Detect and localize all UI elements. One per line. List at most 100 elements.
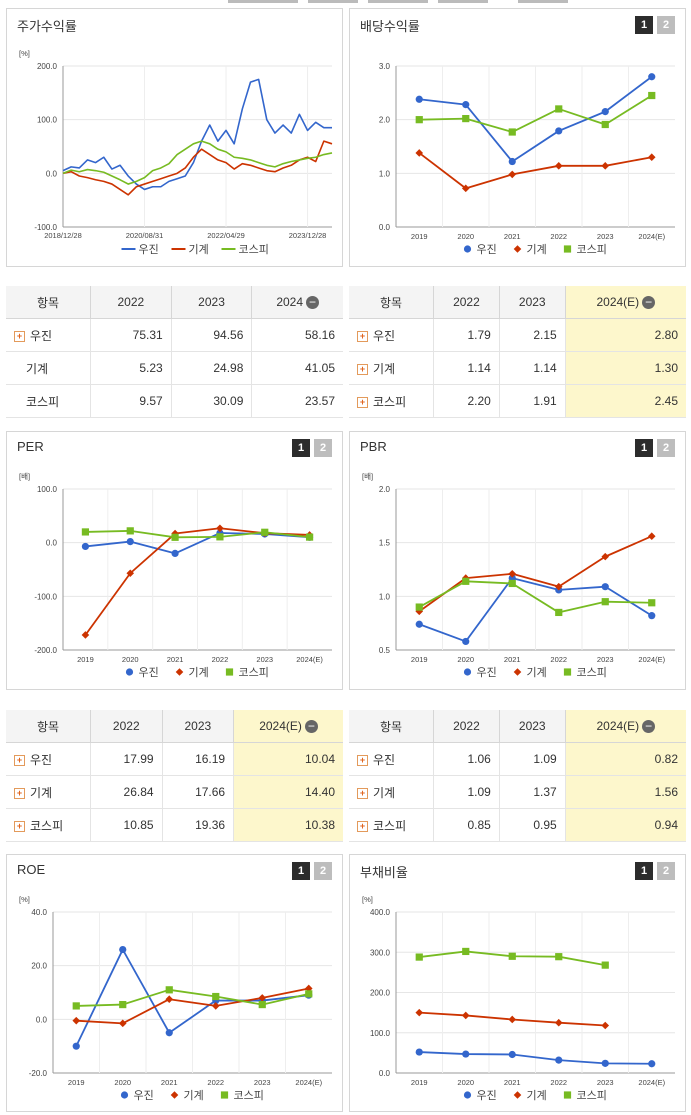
value-cell: 41.05 [251, 351, 343, 385]
data-point [415, 149, 424, 157]
y-tick-label: 100.0 [37, 485, 58, 494]
expand-plus-icon[interactable]: + [357, 754, 368, 766]
series-line [62, 78, 332, 191]
data-point [72, 1002, 80, 1010]
row-label-cell[interactable]: + 우진 [6, 742, 91, 776]
tab-1-button[interactable]: 1 [292, 862, 310, 880]
row-label-cell[interactable]: + 우진 [349, 318, 434, 352]
data-point [81, 631, 90, 639]
table-header-cell: 2024(E) − [233, 710, 343, 743]
row-label-cell[interactable]: + 코스피 [349, 384, 434, 418]
data-point [462, 114, 470, 123]
tab-1-button[interactable]: 1 [635, 16, 653, 34]
header-label: 2023 [184, 719, 212, 733]
expand-plus-icon[interactable]: + [357, 330, 368, 342]
expand-plus-icon[interactable]: + [14, 787, 25, 799]
expand-plus-icon[interactable]: + [357, 820, 368, 832]
tab-1-button[interactable]: 1 [635, 862, 653, 880]
row-label-cell[interactable]: + 기계 [6, 775, 91, 809]
x-tick-label: 2019 [77, 655, 94, 664]
data-point [508, 579, 516, 588]
y-tick-label: 3.0 [379, 62, 391, 71]
y-tick-label: 200.0 [370, 989, 391, 998]
axis-unit-label: [배] [362, 472, 373, 481]
data-point [119, 1000, 127, 1009]
data-point [165, 986, 173, 994]
expand-plus-icon[interactable]: + [14, 330, 25, 342]
tab-2-button[interactable]: 2 [314, 862, 332, 880]
data-point [648, 612, 656, 620]
table-header-cell: 2024(E) − [565, 710, 686, 743]
data-point [261, 528, 269, 536]
data-point [126, 527, 134, 535]
x-tick-label: 2020/08/31 [126, 231, 164, 240]
value-cell: 1.79 [433, 318, 500, 352]
expand-plus-icon[interactable]: + [357, 787, 368, 799]
table-header-cell: 2023 [171, 286, 253, 319]
collapse-minus-icon[interactable]: − [642, 296, 656, 310]
expand-plus-icon[interactable]: + [14, 820, 25, 832]
header-label: 2023 [518, 295, 546, 309]
data-point [601, 598, 609, 606]
legend-marker [220, 1091, 229, 1099]
value-cell: 9.57 [90, 384, 172, 418]
tab-1-button[interactable]: 1 [635, 439, 653, 457]
series-line [62, 140, 333, 196]
row-label: 기계 [373, 361, 396, 376]
legend-marker [563, 245, 572, 253]
legend-marker [563, 668, 572, 676]
row-label-cell[interactable]: + 우진 [6, 318, 91, 352]
data-point [508, 128, 516, 136]
table-header-cell: 2022 [90, 710, 163, 743]
tab-2-button[interactable]: 2 [657, 16, 675, 34]
price-chart-panel: 주가수익률 [%] 200.0 100.0 0.0 -100.0 2018/12/28 20… [6, 8, 343, 267]
tab-2-button[interactable]: 2 [657, 439, 675, 457]
expand-plus-icon[interactable]: + [14, 754, 25, 766]
collapse-minus-icon[interactable]: − [304, 720, 318, 734]
row-label-cell[interactable]: + 코스피 [349, 808, 434, 842]
expand-plus-icon[interactable]: + [357, 396, 368, 408]
x-tick-label: 2022 [207, 1078, 224, 1087]
series-kospi [415, 577, 656, 617]
legend-marker [170, 1091, 179, 1099]
tab-2-button[interactable]: 2 [314, 439, 332, 457]
collapse-minus-icon[interactable]: − [642, 720, 656, 734]
data-point [601, 162, 610, 170]
data-point [648, 599, 656, 607]
data-point [81, 528, 90, 536]
table-row: + 기계 26.84 17.66 14.40 [6, 775, 343, 809]
table-row: + 기계 1.09 1.37 1.56 [349, 775, 686, 809]
collapse-minus-icon[interactable]: − [306, 296, 320, 310]
series-kospi [72, 986, 313, 1010]
expand-plus-icon[interactable]: + [357, 363, 368, 375]
legend-label: 우진 [134, 1089, 154, 1102]
value-cell: 5.23 [90, 351, 172, 385]
row-label: 우진 [30, 752, 53, 767]
row-label-cell[interactable]: + 기계 [349, 351, 434, 385]
data-point [601, 1021, 610, 1030]
row-label-cell[interactable]: + 기계 [349, 775, 434, 809]
legend-marker [463, 668, 472, 676]
data-point [415, 95, 423, 103]
value-cell: 26.84 [90, 775, 163, 809]
series-kospi [81, 527, 314, 541]
header-label: 항목 [379, 295, 403, 310]
axis-unit-label: [%] [19, 49, 30, 58]
row-label-cell[interactable]: + 코스피 [6, 808, 91, 842]
price-chart-title: 주가수익률 [17, 19, 77, 34]
row-label: 코스피 [30, 818, 64, 833]
legend-item: 기계 [171, 243, 209, 256]
series-line [62, 140, 333, 185]
tab-2-button[interactable]: 2 [657, 862, 675, 880]
row-label-cell[interactable]: + 우진 [349, 742, 434, 776]
x-tick-label: 2021 [504, 655, 521, 664]
data-point [171, 533, 179, 541]
series-ujin [415, 73, 656, 166]
legend-item: 우진 [125, 666, 159, 679]
data-point [554, 162, 563, 170]
pbr-chart-title: PBR [360, 439, 387, 454]
x-tick-label: 2023 [256, 655, 273, 664]
tab-1-button[interactable]: 1 [292, 439, 310, 457]
legend-item: 코스피 [225, 666, 269, 679]
data-point [601, 108, 609, 116]
